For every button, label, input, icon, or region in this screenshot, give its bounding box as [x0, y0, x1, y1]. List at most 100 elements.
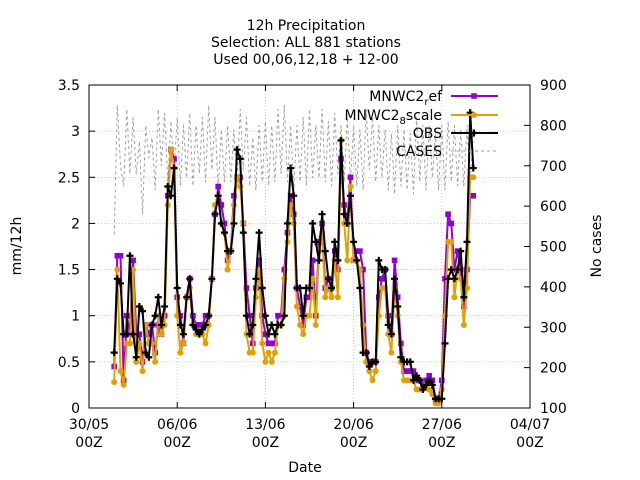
legend-label: MNWC2ref: [369, 89, 443, 108]
data-point: [306, 294, 313, 301]
data-point: [167, 146, 174, 153]
x-tick-label-time: 00Z: [428, 435, 455, 451]
data-point: [309, 257, 316, 264]
data-point: [372, 358, 380, 366]
x-tick-label-time: 00Z: [75, 435, 102, 451]
data-point: [252, 275, 260, 283]
data-point: [407, 368, 414, 374]
data-point: [151, 312, 159, 320]
data-point: [208, 275, 216, 283]
data-point: [372, 368, 379, 375]
x-tick-label: 30/05: [69, 417, 109, 433]
data-point: [387, 330, 395, 338]
y-tick-label: 3: [71, 124, 80, 140]
title-line: Used 00,06,12,18 + 12-00: [213, 52, 398, 68]
data-point: [227, 247, 235, 255]
data-point: [362, 349, 370, 357]
data-point: [130, 257, 136, 264]
data-point: [236, 155, 244, 163]
data-point: [410, 368, 417, 374]
data-point: [157, 321, 165, 329]
data-point: [448, 238, 455, 245]
legend-label: OBS: [413, 126, 442, 142]
legend-entry: OBS: [413, 126, 498, 142]
data-point: [470, 174, 477, 181]
data-point: [297, 303, 303, 310]
data-point: [186, 275, 194, 283]
data-point: [328, 294, 335, 301]
data-point: [170, 164, 178, 172]
data-point: [167, 192, 175, 200]
data-point: [139, 368, 146, 375]
data-point: [176, 321, 184, 329]
data-point: [461, 303, 467, 310]
x-tick-label: 06/06: [157, 417, 197, 433]
data-point: [130, 266, 137, 273]
data-point: [202, 321, 210, 329]
legend-marker: [471, 112, 477, 118]
y-tick-label: 1: [71, 309, 80, 325]
legend-label: MNWC28scale: [344, 108, 442, 127]
data-point: [123, 330, 131, 338]
x-tick-label-time: 00Z: [340, 435, 367, 451]
y-axis-label: mm/12h: [9, 217, 25, 276]
data-point: [114, 266, 121, 273]
data-point: [243, 285, 250, 291]
title-line: Selection: ALL 881 stations: [211, 35, 401, 51]
y2-tick-label: 500: [540, 240, 567, 256]
data-point: [300, 322, 306, 328]
data-point: [426, 386, 433, 393]
legend-label: CASES: [396, 144, 442, 160]
data-point: [217, 219, 225, 227]
data-point: [205, 312, 213, 320]
data-point: [419, 386, 427, 394]
data-point: [198, 326, 206, 334]
data-point: [441, 339, 449, 347]
data-point: [409, 376, 417, 384]
data-point: [265, 330, 273, 338]
data-point: [243, 312, 250, 320]
data-point: [391, 257, 398, 264]
data-point: [384, 321, 392, 329]
data-point: [211, 210, 219, 218]
x-tick-label-time: 00Z: [252, 435, 279, 451]
x-axis-label: Date: [288, 460, 321, 476]
data-point: [343, 219, 351, 227]
y2-tick-label: 600: [540, 199, 567, 215]
data-point: [189, 321, 197, 329]
data-point: [120, 381, 127, 388]
legend-entry: CASES: [396, 144, 498, 160]
data-point: [277, 321, 285, 329]
data-point: [180, 340, 187, 347]
data-point: [171, 156, 177, 162]
data-point: [406, 358, 414, 366]
data-point: [296, 284, 304, 292]
data-point: [350, 238, 358, 246]
data-point: [287, 164, 295, 172]
data-point: [312, 238, 320, 246]
data-point: [460, 293, 468, 301]
data-point: [271, 349, 278, 356]
data-point: [230, 219, 238, 227]
data-point: [306, 284, 313, 292]
y-tick-label: 3.5: [58, 78, 80, 94]
data-point: [360, 266, 366, 273]
data-point: [309, 219, 317, 227]
data-point: [231, 192, 237, 199]
data-point: [268, 321, 276, 329]
legend-marker: [471, 93, 477, 99]
data-point: [297, 321, 304, 328]
data-point: [145, 353, 153, 361]
title-line: 12h Precipitation: [247, 18, 366, 34]
data-point: [337, 136, 345, 144]
data-point: [255, 229, 263, 237]
y-tick-label: 1.5: [58, 263, 80, 279]
data-point: [394, 294, 401, 301]
series-layer: [110, 104, 477, 407]
data-point: [300, 331, 307, 338]
data-point: [369, 377, 376, 384]
data-point: [164, 183, 172, 191]
data-point: [447, 266, 455, 274]
data-point: [202, 340, 209, 347]
